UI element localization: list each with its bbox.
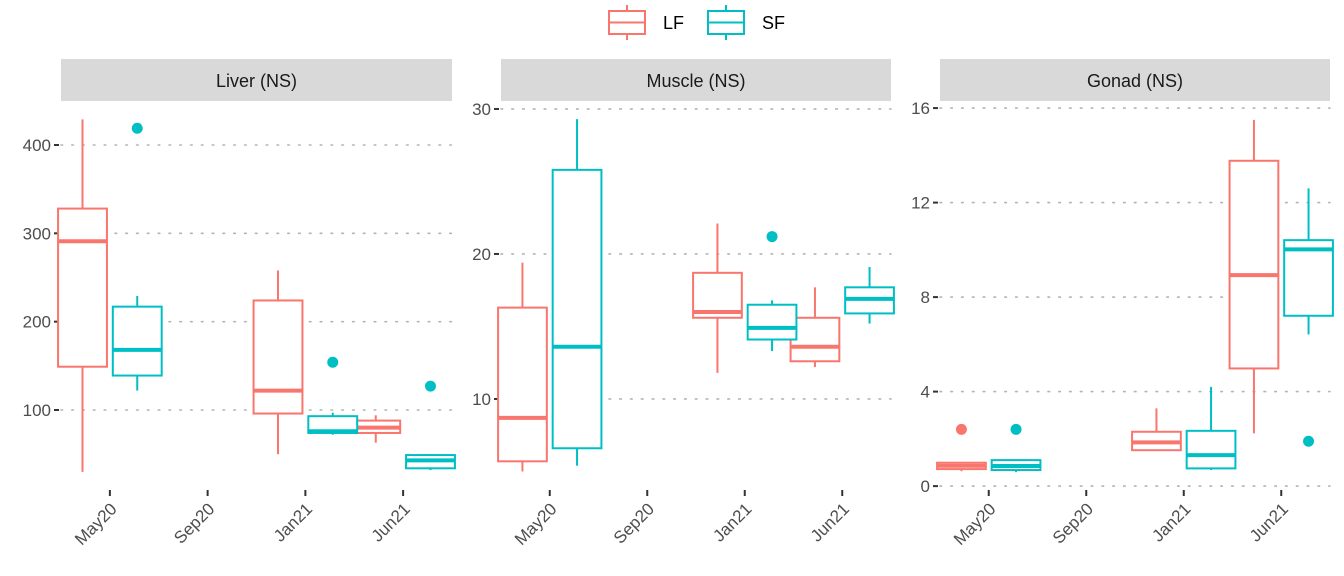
box-lf-jun21 xyxy=(1228,119,1280,434)
y-tick-label: 100 xyxy=(23,401,51,420)
legend-key-sf xyxy=(707,5,745,40)
box-lf-jan21 xyxy=(1131,408,1182,452)
box-sf-jan21 xyxy=(307,356,359,435)
box-iqr xyxy=(1283,239,1334,317)
box-sf-may20 xyxy=(551,119,603,466)
x-tick-label: Jan21 xyxy=(709,499,755,545)
legend-label: SF xyxy=(762,13,785,33)
box-sf-jan21 xyxy=(746,231,798,352)
x-tick-label: Sep20 xyxy=(610,499,658,547)
x-tick-label: Jun21 xyxy=(368,499,414,545)
x-tick-label: Jun21 xyxy=(807,499,853,545)
x-tick-label: May20 xyxy=(950,499,1000,549)
strip: Gonad (NS) xyxy=(940,59,1330,101)
box-sf-jan21 xyxy=(1185,386,1237,471)
legend-key-lf xyxy=(608,5,646,40)
x-tick-label: Sep20 xyxy=(170,499,218,547)
box-lf-jun21 xyxy=(350,415,402,443)
panel-muscle: Muscle (NS) 10 20 30 May20 Sep20 Jan21 Jun21 xyxy=(472,59,895,549)
box-lf-jan21 xyxy=(692,223,743,373)
strip-background xyxy=(61,59,452,101)
box-lf-jan21 xyxy=(252,270,304,455)
y-tick-label: 0 xyxy=(921,477,930,496)
box-sf-may20 xyxy=(990,423,1042,473)
outlier-point xyxy=(131,122,143,134)
y-tick-label: 30 xyxy=(472,100,491,119)
legend-item-sf: SF xyxy=(707,5,785,40)
box-lf-jun21 xyxy=(789,287,841,368)
box-iqr xyxy=(57,207,108,368)
strip-background xyxy=(501,59,891,101)
strip-title: Liver (NS) xyxy=(216,71,297,91)
outlier-point xyxy=(955,423,967,435)
x-tick-label: Jan21 xyxy=(270,499,316,545)
box-sf-may20 xyxy=(111,122,163,391)
strip: Muscle (NS) xyxy=(501,59,891,101)
box-sf-jun21 xyxy=(844,267,895,324)
y-tick-label: 300 xyxy=(23,224,51,243)
x-axis: May20 Sep20 Jan21 Jun21 xyxy=(71,490,414,549)
x-axis: May20 Sep20 Jan21 Jun21 xyxy=(950,490,1292,549)
y-axis: 10 20 30 xyxy=(472,100,499,409)
strip: Liver (NS) xyxy=(61,59,452,101)
x-axis: May20 Sep20 Jan21 Jun21 xyxy=(511,490,853,549)
box-iqr xyxy=(789,316,841,363)
outlier-point xyxy=(424,380,436,392)
outlier-point xyxy=(1010,423,1022,435)
panel-liver: Liver (NS) 100 200 300 400 May20 Sep20 Jan21 Jun… xyxy=(23,59,456,549)
y-tick-label: 10 xyxy=(472,390,491,409)
y-axis: 0 4 8 12 16 xyxy=(911,99,938,496)
box-iqr xyxy=(252,299,304,415)
y-tick-label: 200 xyxy=(23,313,51,332)
box-iqr xyxy=(497,306,548,463)
box-lf-may20 xyxy=(57,119,108,472)
box-lf-may20 xyxy=(936,423,987,472)
box-iqr xyxy=(746,303,798,341)
series-lf xyxy=(497,223,841,472)
box-iqr xyxy=(1228,159,1280,370)
x-tick-label: Jan21 xyxy=(1148,499,1194,545)
series-lf xyxy=(936,119,1280,472)
x-tick-label: Jun21 xyxy=(1246,499,1292,545)
box-iqr xyxy=(111,305,163,377)
outlier-point xyxy=(327,356,339,368)
y-tick-label: 12 xyxy=(911,194,930,213)
y-tick-label: 16 xyxy=(911,99,930,118)
x-tick-label: Sep20 xyxy=(1049,499,1097,547)
box-sf-jun21 xyxy=(405,380,456,471)
series-sf xyxy=(551,119,895,466)
legend: LF SF xyxy=(608,5,785,40)
y-tick-label: 20 xyxy=(472,245,491,264)
legend-item-lf: LF xyxy=(608,5,684,40)
box-iqr xyxy=(1185,429,1237,470)
series-lf xyxy=(57,119,402,472)
y-axis: 100 200 300 400 xyxy=(23,136,59,420)
legend-label: LF xyxy=(663,13,684,33)
y-tick-label: 8 xyxy=(921,288,930,307)
x-tick-label: May20 xyxy=(71,499,121,549)
x-tick-label: May20 xyxy=(511,499,561,549)
box-lf-may20 xyxy=(497,262,548,472)
y-tick-label: 400 xyxy=(23,136,51,155)
series-sf xyxy=(111,122,456,471)
strip-background xyxy=(940,59,1330,101)
outlier-point xyxy=(1303,435,1315,447)
outlier-point xyxy=(766,231,778,243)
series-sf xyxy=(990,188,1334,473)
strip-title: Gonad (NS) xyxy=(1087,71,1183,91)
box-sf-jun21 xyxy=(1283,188,1334,447)
box-iqr xyxy=(551,168,603,450)
y-tick-label: 4 xyxy=(921,383,930,402)
strip-title: Muscle (NS) xyxy=(646,71,745,91)
panel-gonad: Gonad (NS) 0 4 8 12 16 May20 Sep20 Jan21 Jun21 xyxy=(911,59,1334,549)
